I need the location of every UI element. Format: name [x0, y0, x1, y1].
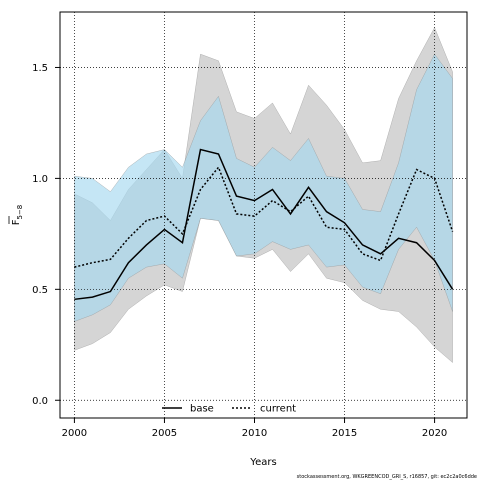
series-line-current [74, 165, 454, 268]
x-tick-label: 2005 [152, 428, 177, 439]
y-axis: 0.0 0.5 1.0 1.5 [32, 63, 60, 407]
x-tick-label: 2000 [62, 428, 87, 439]
y-axis-label: F5−8 [8, 205, 24, 226]
legend: base current [162, 404, 296, 415]
x-axis-label: Years [249, 457, 276, 468]
y-tick-label: 0.0 [32, 396, 48, 407]
series-lines [74, 148, 454, 301]
legend-label-current: current [260, 404, 296, 415]
legend-label-base: base [190, 404, 214, 415]
y-tick-label: 1.0 [32, 174, 48, 185]
x-tick-label: 2015 [332, 428, 357, 439]
band-current [74, 53, 453, 322]
plot-frame [59, 11, 468, 419]
x-axis: 2000 2005 2010 2015 2020 [62, 418, 447, 439]
x-tick-label: 2010 [242, 428, 267, 439]
y-tick-label: 0.5 [32, 285, 48, 296]
y-tick-label: 1.5 [32, 63, 48, 74]
y-axis-label-subscript: 5−8 [16, 205, 24, 220]
grid-lines [60, 12, 467, 418]
svg-text:F5−8: F5−8 [11, 205, 24, 226]
y-axis-label-main: F [11, 219, 22, 225]
series-line-base [74, 148, 454, 301]
footer-credit: stockassessment.org, WKGREENCOD_GRI_S, r… [297, 474, 477, 480]
x-tick-label: 2020 [422, 428, 447, 439]
